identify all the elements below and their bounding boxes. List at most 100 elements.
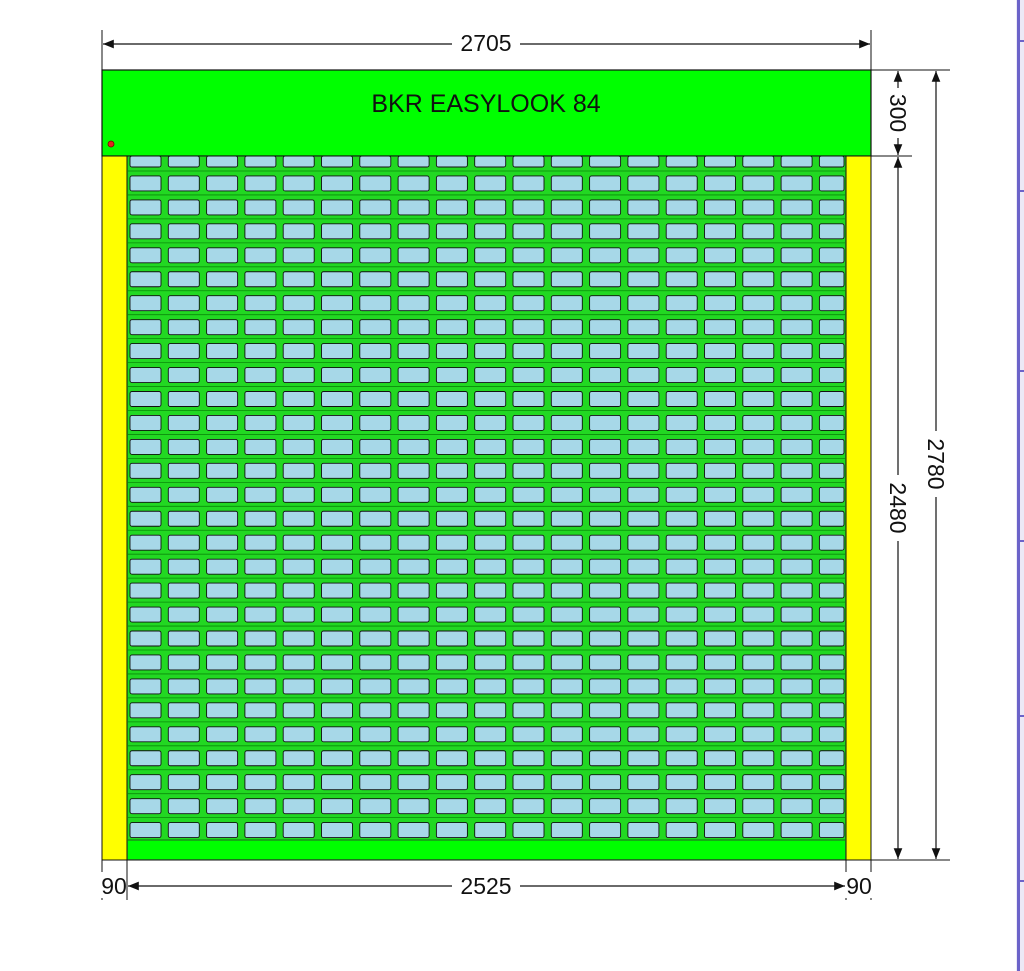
- slat-window: [589, 654, 622, 671]
- slat-window: [129, 774, 162, 791]
- slat-window: [167, 774, 200, 791]
- slat-window: [665, 774, 698, 791]
- slat-window: [397, 774, 430, 791]
- slat-window: [359, 510, 392, 527]
- label-bg-box-height: [886, 88, 912, 138]
- slat-window: [704, 534, 736, 551]
- slat-window: [818, 678, 845, 695]
- slat-window: [359, 247, 392, 264]
- slat-window: [321, 295, 353, 312]
- slat-window: [129, 822, 162, 839]
- slat-window: [435, 199, 468, 216]
- slat-window: [512, 271, 545, 288]
- slat-window: [780, 750, 813, 767]
- slat-window: [359, 630, 392, 647]
- slat-window: [282, 750, 315, 767]
- slat-window: [512, 438, 545, 455]
- slat-window: [780, 582, 813, 599]
- slat-window: [589, 343, 622, 360]
- slat-window: [282, 678, 315, 695]
- slat-window: [665, 343, 698, 360]
- slat-window: [780, 702, 813, 719]
- label-total-width: 2705: [460, 30, 511, 56]
- slat-window: [589, 319, 622, 336]
- slat-window: [512, 606, 545, 623]
- slat-window: [206, 155, 239, 168]
- slat-window: [742, 223, 775, 240]
- slat-window: [627, 558, 660, 575]
- slat-window: [550, 558, 583, 575]
- slat-window: [780, 558, 813, 575]
- slat-window: [512, 630, 545, 647]
- slat-window: [512, 774, 545, 791]
- slat-window: [129, 678, 162, 695]
- slat-window: [321, 271, 353, 288]
- slat-window: [627, 367, 660, 383]
- slat-window: [167, 319, 200, 336]
- slat-window: [780, 462, 813, 479]
- slat-window: [780, 510, 813, 527]
- slat-window: [129, 247, 162, 264]
- slat-window: [780, 391, 813, 407]
- slat-window: [321, 606, 353, 623]
- slat-window: [818, 726, 845, 743]
- slat-window: [589, 582, 622, 599]
- slat-window: [742, 606, 775, 623]
- slat-window: [167, 438, 200, 455]
- slat-window: [282, 486, 315, 503]
- slat-window: [206, 486, 239, 503]
- slat-window: [321, 367, 353, 383]
- slat-window: [780, 678, 813, 695]
- slat-window: [512, 822, 545, 839]
- slat-window: [818, 606, 845, 623]
- slat-window: [359, 462, 392, 479]
- slat-window: [512, 155, 545, 168]
- slat-window: [704, 678, 736, 695]
- slat-window: [321, 798, 353, 815]
- slat-window: [244, 534, 277, 551]
- slat-window: [704, 415, 736, 431]
- slat-window: [742, 295, 775, 312]
- slat-window: [589, 774, 622, 791]
- slat-window: [359, 486, 392, 503]
- slat-window: [704, 367, 736, 383]
- slat-window: [704, 343, 736, 360]
- slat-window: [129, 750, 162, 767]
- slat-window: [129, 367, 162, 383]
- slat-window: [167, 367, 200, 383]
- slat-window: [704, 798, 736, 815]
- scrollbar-tick: [1020, 880, 1024, 882]
- slat-window: [780, 155, 813, 168]
- slat-window: [589, 726, 622, 743]
- left-guide-rail: [101, 155, 128, 861]
- slat-window: [589, 391, 622, 407]
- slat-window: [167, 606, 200, 623]
- slat-window: [321, 822, 353, 839]
- slat-window: [474, 175, 507, 192]
- slat-window: [818, 223, 845, 240]
- label-bg-total-height: [924, 431, 950, 497]
- slat-window: [244, 486, 277, 503]
- slat-window: [474, 534, 507, 551]
- slat-window: [167, 558, 200, 575]
- slat-window: [321, 155, 353, 168]
- slat-window: [665, 486, 698, 503]
- slat-window: [359, 319, 392, 336]
- dimension-right-side: 300 2480 2780: [871, 69, 950, 861]
- slat-window: [167, 175, 200, 192]
- slat-window: [167, 822, 200, 839]
- slat-window: [780, 726, 813, 743]
- slat-window: [397, 319, 430, 336]
- slat-window: [167, 223, 200, 240]
- slat-window: [244, 155, 277, 168]
- slat-window: [780, 343, 813, 360]
- scrollbar[interactable]: [1016, 0, 1024, 971]
- slat-window: [589, 750, 622, 767]
- slat-window: [359, 606, 392, 623]
- slat-window: [780, 774, 813, 791]
- slat-window: [167, 678, 200, 695]
- slat-window: [244, 462, 277, 479]
- slat-window: [589, 798, 622, 815]
- slat-window: [167, 391, 200, 407]
- slat-window: [512, 486, 545, 503]
